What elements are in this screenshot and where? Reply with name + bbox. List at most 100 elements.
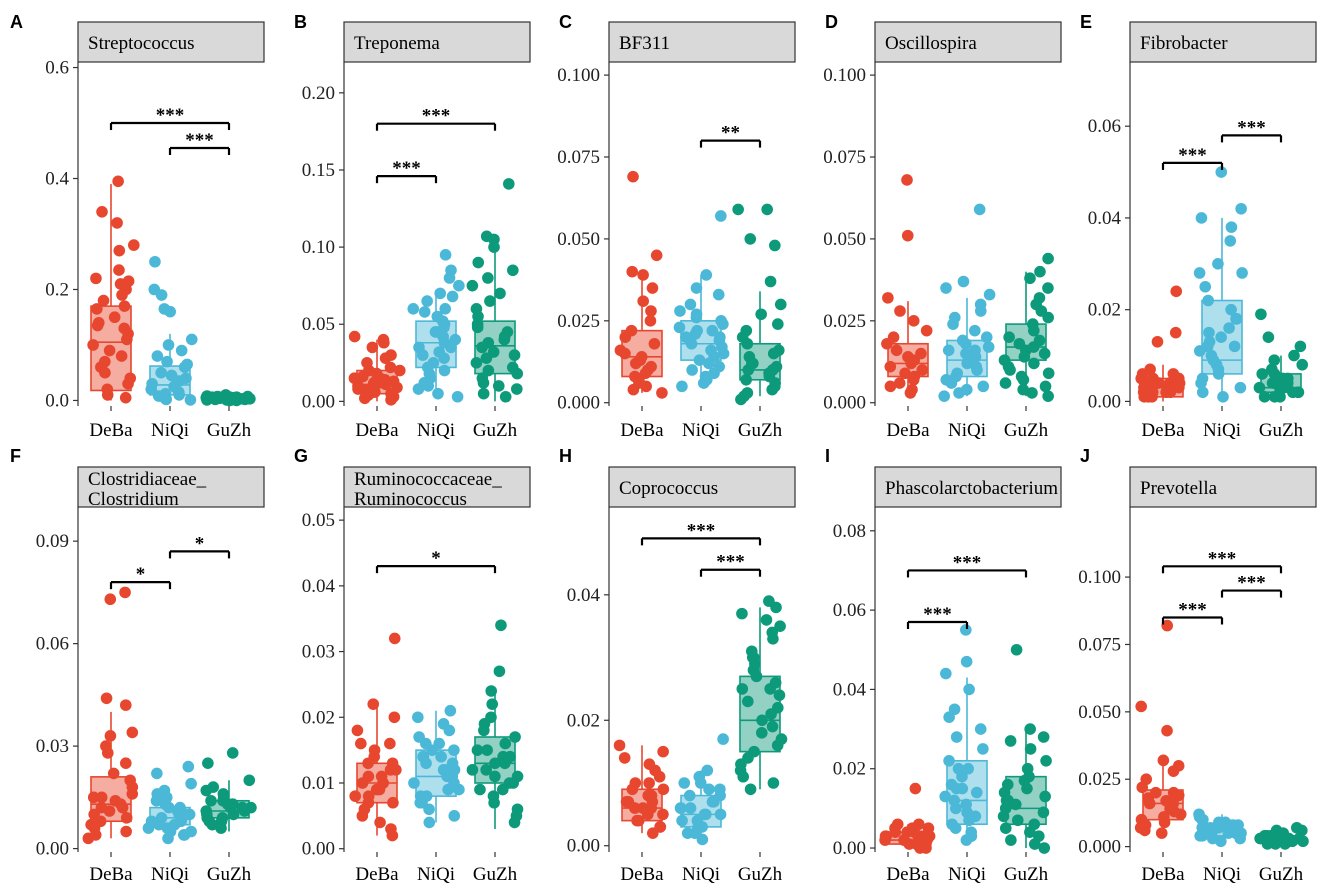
data-point: [619, 331, 632, 344]
data-point: [899, 367, 911, 380]
box-group-niqi: [1193, 166, 1248, 403]
data-point: [439, 249, 452, 261]
data-point: [980, 331, 993, 344]
data-point: [377, 777, 389, 789]
data-point: [205, 794, 217, 807]
data-point: [717, 318, 729, 330]
data-point: [386, 757, 399, 770]
strip-title-line: Phascolarctobacterium: [885, 478, 1058, 499]
data-point: [700, 269, 713, 281]
data-point: [122, 378, 134, 390]
y-tick-label: 0.075: [557, 147, 600, 168]
data-point: [1004, 364, 1016, 376]
data-point: [113, 244, 126, 257]
significance-bracket: ***: [906, 552, 1028, 578]
significance-label: ***: [716, 552, 745, 573]
data-point: [640, 380, 652, 393]
data-point: [175, 808, 187, 821]
data-point: [448, 810, 461, 822]
box-group-guzh: [200, 389, 256, 407]
box-group-niqi: [939, 624, 989, 846]
data-point: [905, 357, 918, 370]
box-group-niqi: [408, 704, 465, 829]
data-point: [1004, 735, 1017, 747]
data-point: [766, 720, 779, 733]
x-category-label: GuZh: [1004, 864, 1049, 885]
data-point: [1212, 258, 1224, 270]
data-point: [185, 777, 197, 790]
data-point: [1028, 324, 1040, 337]
data-point: [488, 796, 500, 809]
x-category-label: GuZh: [1259, 864, 1304, 885]
data-point: [1234, 381, 1247, 394]
data-point: [770, 601, 782, 614]
data-point: [774, 298, 787, 311]
panel-c: C BF311 0.000 0.025 0.050 0.075 0.100 DeBa NiQi G…: [557, 12, 796, 441]
x-category-label: NiQi: [151, 420, 189, 441]
data-point: [100, 692, 113, 705]
data-point: [393, 364, 406, 377]
data-point: [120, 812, 133, 824]
data-point: [489, 770, 501, 783]
data-point: [1136, 781, 1149, 794]
data-point: [201, 394, 213, 406]
data-point: [742, 695, 754, 708]
data-point: [388, 711, 401, 724]
significance-bracket: ***: [1161, 548, 1283, 574]
data-point: [1262, 331, 1275, 344]
data-point: [1202, 294, 1214, 307]
data-point: [689, 328, 702, 340]
data-point: [940, 667, 952, 680]
data-point: [627, 383, 640, 396]
significance-label: *: [431, 548, 441, 569]
data-point: [657, 745, 669, 758]
x-category-label: GuZh: [738, 864, 783, 885]
x-category-label: GuZh: [1004, 420, 1049, 441]
strip-header: [874, 21, 1062, 63]
data-point: [997, 810, 1010, 823]
data-point: [91, 319, 104, 332]
data-point: [1256, 368, 1269, 380]
data-point: [771, 739, 784, 752]
data-point: [432, 387, 444, 400]
y-tick-label: 0.06: [1088, 116, 1121, 137]
significance-label: *: [195, 533, 205, 554]
y-tick-label: 0.00: [567, 836, 600, 857]
data-point: [637, 295, 649, 307]
box-group-niqi: [142, 760, 197, 845]
data-point: [1147, 372, 1159, 385]
data-point: [493, 665, 506, 678]
data-point: [764, 275, 777, 288]
data-point: [684, 298, 697, 311]
data-point: [356, 810, 369, 822]
box-group-guzh: [1254, 821, 1309, 850]
data-point: [693, 354, 706, 366]
significance-bracket: ***: [699, 552, 762, 577]
data-point: [1161, 724, 1173, 737]
significance-label: ***: [156, 105, 185, 126]
data-point: [959, 337, 972, 350]
data-point: [702, 357, 715, 370]
data-point: [736, 607, 748, 620]
data-point: [474, 783, 486, 796]
data-point: [756, 714, 768, 727]
data-point: [1212, 821, 1225, 834]
x-category-label: NiQi: [417, 420, 455, 441]
data-point: [145, 383, 158, 396]
data-point: [750, 670, 763, 683]
data-point: [957, 275, 970, 288]
panel-d: D Oscillospira 0.000 0.025 0.050 0.075 0.100 De…: [823, 12, 1062, 441]
data-point: [736, 683, 749, 695]
data-point: [477, 377, 490, 389]
y-tick-label: 0.05: [302, 510, 335, 531]
data-point: [632, 814, 645, 827]
data-point: [511, 367, 524, 380]
strip-title-line: Ruminococcaceae_: [354, 469, 502, 490]
y-tick-label: 0.050: [1078, 702, 1121, 723]
x-category-label: GuZh: [473, 864, 518, 885]
data-point: [686, 364, 698, 376]
y-tick-label: 0.050: [557, 229, 600, 250]
data-point: [103, 344, 116, 357]
data-point: [744, 233, 757, 245]
data-point: [351, 724, 364, 737]
